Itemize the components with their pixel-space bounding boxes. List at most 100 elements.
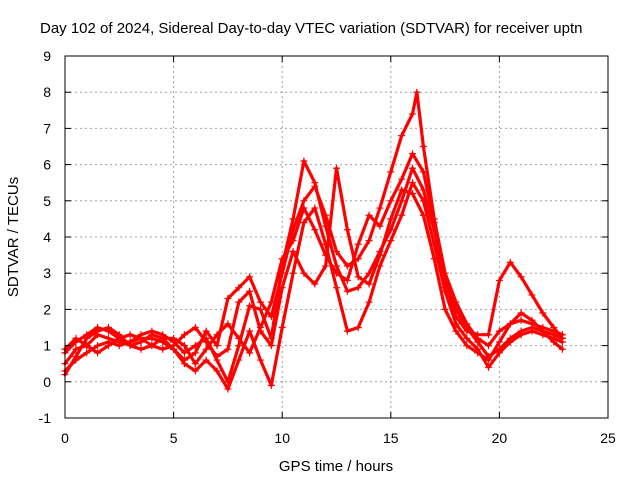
chart-title: Day 102 of 2024, Sidereal Day-to-day VTE… — [40, 20, 582, 37]
data-point — [159, 334, 167, 342]
data-point — [506, 320, 514, 328]
data-point — [126, 331, 134, 339]
data-point — [495, 276, 503, 284]
data-point — [289, 269, 297, 277]
data-point — [474, 331, 482, 339]
y-tick-label: 6 — [43, 157, 51, 173]
data-point — [506, 258, 514, 266]
data-point — [495, 327, 503, 335]
data-point — [83, 342, 91, 350]
data-point — [104, 342, 112, 350]
data-point — [409, 110, 417, 118]
data-point — [191, 324, 199, 331]
data-point — [452, 313, 460, 321]
data-point — [311, 179, 319, 187]
x-tick-label: 20 — [492, 430, 508, 446]
data-point — [517, 316, 525, 324]
data-point — [517, 273, 525, 281]
data-point — [365, 237, 373, 245]
data-point — [202, 338, 210, 346]
data-point — [224, 345, 232, 353]
data-point — [474, 338, 482, 346]
data-point — [256, 327, 264, 335]
data-point — [311, 280, 319, 288]
data-point — [506, 338, 514, 346]
data-point — [311, 226, 319, 234]
data-point — [213, 342, 221, 350]
ticks: 0 5 10 15 20 25 -1 0 1 2 3 4 5 6 7 8 9 — [39, 48, 616, 446]
data-point — [398, 211, 406, 219]
data-point — [419, 168, 427, 176]
data-point — [333, 284, 340, 292]
y-tick-label: 8 — [43, 84, 51, 100]
data-point — [550, 324, 558, 331]
data-point — [474, 349, 482, 357]
data-point — [289, 237, 297, 245]
y-tick-label: 2 — [43, 301, 51, 317]
data-point — [224, 385, 232, 393]
data-point — [300, 219, 308, 227]
data-point — [180, 331, 188, 339]
data-point — [202, 327, 210, 335]
data-point — [419, 211, 427, 219]
data-point — [224, 320, 232, 328]
data-point — [409, 190, 417, 198]
data-point — [159, 345, 167, 353]
data-point — [485, 342, 493, 350]
data-point — [202, 356, 210, 364]
data-point — [94, 349, 102, 357]
data-point — [398, 175, 406, 183]
data-point — [126, 342, 134, 350]
data-point — [300, 269, 308, 277]
data-point — [148, 334, 156, 342]
data-point — [550, 338, 558, 346]
data-point — [83, 334, 91, 342]
y-tick-label: -1 — [39, 410, 52, 426]
series-sat-4 — [61, 150, 566, 379]
data-point — [441, 284, 449, 292]
x-axis-title: GPS time / hours — [279, 458, 393, 475]
data-point — [300, 157, 308, 165]
data-point — [376, 251, 384, 259]
data-point — [148, 327, 156, 335]
data-point — [343, 327, 351, 335]
data-point — [365, 269, 373, 277]
data-point — [191, 367, 199, 375]
data-point — [278, 255, 286, 263]
data-point — [246, 287, 254, 295]
y-tick-label: 1 — [43, 338, 51, 354]
data-point — [267, 298, 275, 306]
data-point — [104, 324, 112, 331]
data-point — [517, 331, 525, 339]
data-point — [235, 334, 243, 342]
y-tick-label: 0 — [43, 374, 51, 390]
data-point — [333, 262, 340, 270]
data-point — [94, 327, 102, 335]
data-point — [430, 255, 438, 263]
data-point — [333, 164, 340, 172]
data-point — [94, 342, 102, 350]
data-point — [72, 334, 80, 342]
data-point — [72, 352, 80, 360]
data-point — [409, 150, 417, 158]
series-sat-5 — [61, 164, 566, 364]
data-point — [256, 305, 264, 313]
data-point — [256, 298, 264, 306]
y-tick-label: 7 — [43, 120, 51, 136]
series-sat-2 — [61, 157, 566, 386]
data-point — [485, 331, 493, 339]
x-tick-label: 0 — [61, 430, 69, 446]
data-point — [365, 280, 373, 288]
data-point — [354, 255, 362, 263]
data-point — [354, 273, 362, 281]
data-point — [180, 342, 188, 350]
y-tick-label: 3 — [43, 265, 51, 281]
data-point — [376, 262, 384, 270]
data-point — [191, 342, 199, 350]
data-point — [398, 197, 406, 205]
data-point — [191, 360, 199, 368]
y-tick-label: 5 — [43, 193, 51, 209]
data-point — [235, 298, 243, 306]
data-point — [289, 215, 297, 223]
